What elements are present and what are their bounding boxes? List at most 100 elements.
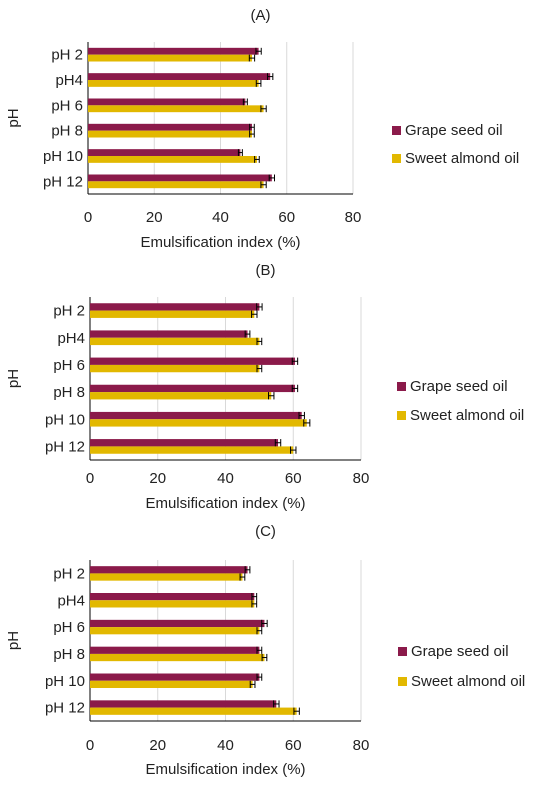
category-label: pH 2 xyxy=(53,303,85,320)
category-label: pH 8 xyxy=(51,123,83,140)
error-bar xyxy=(267,73,274,80)
x-tick-label: 20 xyxy=(146,209,163,226)
bar-sweet-almond-oil xyxy=(90,392,272,400)
error-bar xyxy=(298,411,305,420)
error-bar xyxy=(244,330,251,338)
error-bar xyxy=(260,105,267,113)
error-bar xyxy=(249,680,256,688)
error-bar xyxy=(254,156,260,163)
category-label: pH 10 xyxy=(43,148,83,165)
chart-title: (B) xyxy=(256,262,276,279)
y-axis-title: pH xyxy=(5,108,22,127)
bar-sweet-almond-oil xyxy=(90,653,265,662)
x-tick-label: 40 xyxy=(217,470,234,487)
category-label: pH 6 xyxy=(53,357,85,374)
error-bar xyxy=(251,310,258,318)
error-bar xyxy=(248,54,256,62)
error-bar xyxy=(242,98,248,106)
bar-sweet-almond-oil xyxy=(90,707,297,715)
category-label: pH4 xyxy=(57,592,85,609)
x-axis-title: Emulsification index (%) xyxy=(145,495,305,512)
error-bar xyxy=(237,149,243,156)
x-tick-label: 60 xyxy=(285,470,302,487)
category-label: pH 8 xyxy=(53,646,85,663)
error-bar xyxy=(255,80,262,87)
legend-swatch xyxy=(397,382,406,391)
error-bar xyxy=(273,700,280,708)
category-label: pH 6 xyxy=(51,97,83,114)
x-tick-label: 80 xyxy=(345,209,362,226)
bar-grape-seed-oil xyxy=(90,673,260,681)
error-bar xyxy=(261,619,268,628)
error-bar xyxy=(291,357,299,365)
category-label: pH 12 xyxy=(45,438,85,455)
error-bar xyxy=(293,707,300,715)
x-tick-label: 20 xyxy=(149,470,166,487)
legend-item-grape-seed-oil: Grape seed oil xyxy=(397,378,508,395)
chart-title: (C) xyxy=(255,523,276,540)
x-tick-label: 0 xyxy=(86,737,94,754)
error-bar xyxy=(256,337,263,346)
bar-grape-seed-oil xyxy=(90,384,295,393)
error-bar xyxy=(244,566,251,574)
error-bar xyxy=(256,673,263,681)
error-bar xyxy=(268,174,275,182)
error-bar xyxy=(249,130,255,138)
x-axis-title: Emulsification index (%) xyxy=(145,761,305,778)
bar-sweet-almond-oil xyxy=(88,105,264,113)
legend-item-sweet-almond-oil: Sweet almond oil xyxy=(392,150,519,167)
x-tick-label: 60 xyxy=(278,209,295,226)
error-bar xyxy=(260,181,267,189)
bar-sweet-almond-oil xyxy=(90,600,255,608)
y-axis-title: pH xyxy=(5,369,22,388)
category-label: pH 10 xyxy=(45,411,85,428)
x-tick-label: 0 xyxy=(84,209,92,226)
bar-grape-seed-oil xyxy=(90,303,260,311)
legend-swatch xyxy=(392,154,401,163)
bar-sweet-almond-oil xyxy=(90,364,260,373)
bar-sweet-almond-oil xyxy=(88,130,252,138)
bar-grape-seed-oil xyxy=(90,593,255,601)
category-label: pH 8 xyxy=(53,384,85,401)
legend-item-grape-seed-oil: Grape seed oil xyxy=(398,643,509,660)
category-label: pH 2 xyxy=(51,47,83,64)
bar-sweet-almond-oil xyxy=(88,156,257,163)
chart-panel-1: (A) 0 20 40 60 80 Emulsification index (%) pH pH… xyxy=(5,7,519,251)
category-label: pH4 xyxy=(55,72,83,89)
x-tick-label: 0 xyxy=(86,470,94,487)
error-bar xyxy=(291,384,299,393)
error-bar xyxy=(256,303,263,311)
category-label: pH 6 xyxy=(53,619,85,636)
x-tick-label: 80 xyxy=(353,737,370,754)
legend-label: Sweet almond oil xyxy=(410,407,524,424)
bar-sweet-almond-oil xyxy=(90,627,260,635)
bar-sweet-almond-oil xyxy=(90,446,294,454)
error-bar xyxy=(303,419,311,427)
bar-grape-seed-oil xyxy=(90,357,295,365)
error-bar xyxy=(256,646,263,654)
bar-grape-seed-oil xyxy=(90,646,260,654)
category-label: pH 12 xyxy=(45,700,85,717)
legend-swatch xyxy=(398,677,407,686)
chart-title: (A) xyxy=(251,7,271,24)
bar-grape-seed-oil xyxy=(90,700,277,708)
chart-panel-2: (B) 0 20 40 60 80 Emulsification index (%) pH pH… xyxy=(5,262,524,512)
legend-swatch xyxy=(392,126,401,135)
bar-grape-seed-oil xyxy=(90,330,248,338)
error-bar xyxy=(251,600,258,608)
error-bar xyxy=(256,627,263,635)
legend-label: Grape seed oil xyxy=(411,643,509,660)
category-label: pH4 xyxy=(57,330,85,347)
category-label: pH 12 xyxy=(43,173,83,190)
x-tick-label: 40 xyxy=(212,209,229,226)
error-bar xyxy=(249,123,255,131)
legend-label: Grape seed oil xyxy=(410,378,508,395)
y-axis-title: pH xyxy=(5,631,22,650)
legend-swatch xyxy=(397,411,406,420)
bar-sweet-almond-oil xyxy=(88,181,264,189)
legend-item-sweet-almond-oil: Sweet almond oil xyxy=(398,673,525,690)
error-bar xyxy=(255,47,262,55)
bar-sweet-almond-oil xyxy=(90,337,260,346)
bar-grape-seed-oil xyxy=(88,73,271,80)
